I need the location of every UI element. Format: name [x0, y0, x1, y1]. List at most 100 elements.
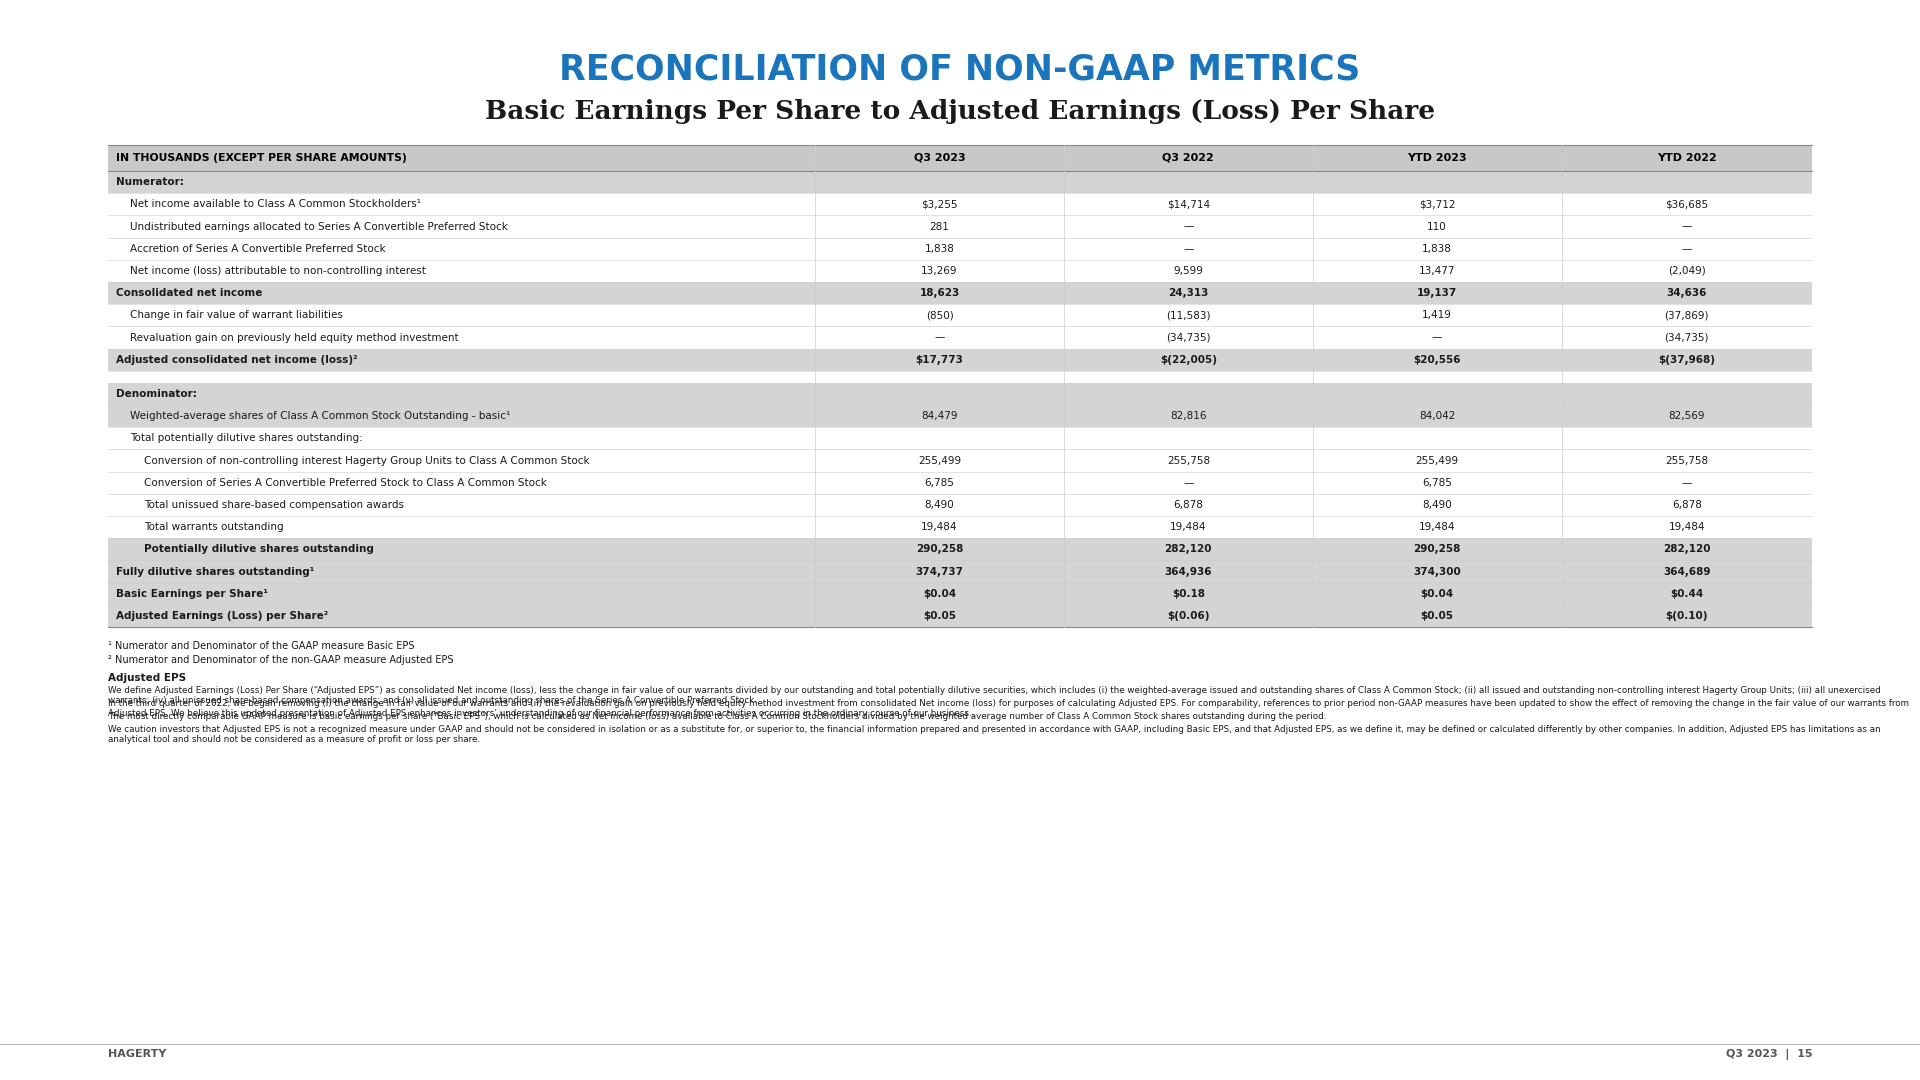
Text: 110: 110: [1427, 221, 1448, 231]
Text: 19,484: 19,484: [922, 522, 958, 532]
Text: Change in fair value of warrant liabilities: Change in fair value of warrant liabilit…: [131, 310, 344, 321]
Text: 8,490: 8,490: [925, 500, 954, 510]
Text: Weighted-average shares of Class A Common Stock Outstanding - basic¹: Weighted-average shares of Class A Commo…: [131, 411, 511, 421]
Bar: [108, 472, 1812, 494]
Text: Adjusted Earnings (Loss) per Share²: Adjusted Earnings (Loss) per Share²: [115, 611, 328, 621]
Text: Potentially dilutive shares outstanding: Potentially dilutive shares outstanding: [144, 544, 374, 554]
Text: Q3 2022: Q3 2022: [1162, 153, 1213, 163]
Text: $20,556: $20,556: [1413, 354, 1461, 365]
Text: $17,773: $17,773: [916, 354, 964, 365]
Text: 19,137: 19,137: [1417, 288, 1457, 298]
Text: —: —: [1682, 221, 1692, 231]
Text: Total warrants outstanding: Total warrants outstanding: [144, 522, 284, 532]
Text: Basic Earnings per Share¹: Basic Earnings per Share¹: [115, 589, 269, 598]
Text: 290,258: 290,258: [1413, 544, 1461, 554]
Text: Total potentially dilutive shares outstanding:: Total potentially dilutive shares outsta…: [131, 433, 363, 443]
Text: HAGERTY: HAGERTY: [108, 1049, 167, 1059]
Text: 374,737: 374,737: [916, 567, 964, 577]
Text: $0.44: $0.44: [1670, 589, 1703, 598]
Text: (2,049): (2,049): [1668, 266, 1705, 275]
Text: 84,042: 84,042: [1419, 411, 1455, 421]
Text: $14,714: $14,714: [1167, 200, 1210, 210]
Text: $(0.06): $(0.06): [1167, 611, 1210, 621]
Bar: [108, 382, 1812, 405]
Text: Fully dilutive shares outstanding¹: Fully dilutive shares outstanding¹: [115, 567, 315, 577]
Text: 82,816: 82,816: [1169, 411, 1206, 421]
Bar: [108, 215, 1812, 238]
Text: 282,120: 282,120: [1165, 544, 1212, 554]
Bar: [108, 282, 1812, 305]
Text: 290,258: 290,258: [916, 544, 964, 554]
Text: 281: 281: [929, 221, 950, 231]
Text: 9,599: 9,599: [1173, 266, 1204, 275]
Text: 24,313: 24,313: [1167, 288, 1208, 298]
Text: 1,838: 1,838: [925, 244, 954, 254]
Text: 255,499: 255,499: [918, 456, 962, 465]
Text: (34,735): (34,735): [1165, 333, 1212, 342]
Bar: [108, 145, 1812, 171]
Text: Net income available to Class A Common Stockholders¹: Net income available to Class A Common S…: [131, 200, 420, 210]
Text: Denominator:: Denominator:: [115, 389, 198, 399]
Text: Q3 2023  |  15: Q3 2023 | 15: [1726, 1049, 1812, 1059]
Text: 255,758: 255,758: [1167, 456, 1210, 465]
Text: 19,484: 19,484: [1169, 522, 1206, 532]
Bar: [108, 260, 1812, 282]
Text: 13,269: 13,269: [922, 266, 958, 275]
Text: 364,936: 364,936: [1165, 567, 1212, 577]
Text: (11,583): (11,583): [1165, 310, 1212, 321]
Text: Undistributed earnings allocated to Series A Convertible Preferred Stock: Undistributed earnings allocated to Seri…: [131, 221, 509, 231]
Text: —: —: [935, 333, 945, 342]
Text: $0.04: $0.04: [924, 589, 956, 598]
Bar: [108, 494, 1812, 516]
Text: —: —: [1682, 244, 1692, 254]
Text: $0.05: $0.05: [1421, 611, 1453, 621]
Text: 255,758: 255,758: [1665, 456, 1709, 465]
Text: (37,869): (37,869): [1665, 310, 1709, 321]
Text: —: —: [1682, 477, 1692, 488]
Text: $3,712: $3,712: [1419, 200, 1455, 210]
Bar: [108, 305, 1812, 326]
Text: 18,623: 18,623: [920, 288, 960, 298]
Text: 282,120: 282,120: [1663, 544, 1711, 554]
Text: ² Numerator and Denominator of the non-GAAP measure Adjusted EPS: ² Numerator and Denominator of the non-G…: [108, 654, 453, 665]
Text: 19,484: 19,484: [1419, 522, 1455, 532]
Text: 8,490: 8,490: [1423, 500, 1452, 510]
Text: $(0.10): $(0.10): [1665, 611, 1709, 621]
Text: In the third quarter of 2022, we began removing (i) the change in fair value of : In the third quarter of 2022, we began r…: [108, 699, 1908, 718]
Text: $0.18: $0.18: [1171, 589, 1206, 598]
Bar: [108, 582, 1812, 605]
Text: $3,255: $3,255: [922, 200, 958, 210]
Text: Adjusted consolidated net income (loss)²: Adjusted consolidated net income (loss)²: [115, 354, 357, 365]
Bar: [108, 428, 1812, 449]
Text: Adjusted EPS: Adjusted EPS: [108, 673, 186, 683]
Bar: [108, 516, 1812, 538]
Text: IN THOUSANDS (EXCEPT PER SHARE AMOUNTS): IN THOUSANDS (EXCEPT PER SHARE AMOUNTS): [115, 153, 407, 163]
Text: 6,785: 6,785: [925, 477, 954, 488]
Text: —: —: [1432, 333, 1442, 342]
Text: Net income (loss) attributable to non-controlling interest: Net income (loss) attributable to non-co…: [131, 266, 426, 275]
Text: We caution investors that Adjusted EPS is not a recognized measure under GAAP an: We caution investors that Adjusted EPS i…: [108, 725, 1880, 744]
Text: Total unissued share-based compensation awards: Total unissued share-based compensation …: [144, 500, 403, 510]
Text: YTD 2023: YTD 2023: [1407, 153, 1467, 163]
Bar: [108, 538, 1812, 561]
Bar: [108, 561, 1812, 582]
Text: (850): (850): [925, 310, 954, 321]
Text: We define Adjusted Earnings (Loss) Per Share (“Adjusted EPS”) as consolidated Ne: We define Adjusted Earnings (Loss) Per S…: [108, 686, 1882, 705]
Text: Accretion of Series A Convertible Preferred Stock: Accretion of Series A Convertible Prefer…: [131, 244, 386, 254]
Text: —: —: [1183, 221, 1194, 231]
Text: Conversion of non-controlling interest Hagerty Group Units to Class A Common Sto: Conversion of non-controlling interest H…: [144, 456, 589, 465]
Text: 255,499: 255,499: [1415, 456, 1459, 465]
Text: 1,419: 1,419: [1423, 310, 1452, 321]
Text: Numerator:: Numerator:: [115, 177, 184, 187]
Text: Q3 2023: Q3 2023: [914, 153, 966, 163]
Text: The most directly comparable GAAP measure is basic earnings per share (“Basic EP: The most directly comparable GAAP measur…: [108, 712, 1327, 721]
Text: 6,878: 6,878: [1173, 500, 1204, 510]
Text: $(22,005): $(22,005): [1160, 354, 1217, 365]
Text: 364,689: 364,689: [1663, 567, 1711, 577]
Text: 84,479: 84,479: [922, 411, 958, 421]
Text: $(37,968): $(37,968): [1659, 354, 1715, 365]
Bar: [108, 449, 1812, 472]
Bar: [108, 605, 1812, 627]
Text: —: —: [1183, 477, 1194, 488]
Text: 82,569: 82,569: [1668, 411, 1705, 421]
